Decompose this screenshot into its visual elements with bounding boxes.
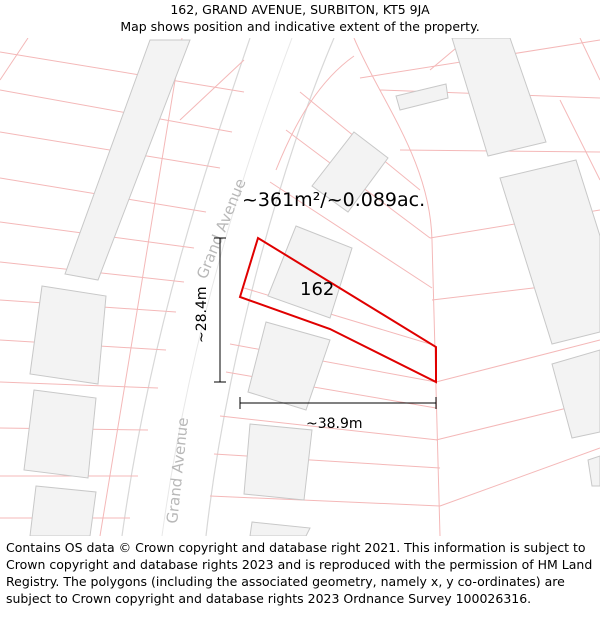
- road-edge-west: [121, 38, 251, 536]
- road-centreline: [161, 38, 293, 536]
- vertical-dimension-label: ~28.4m: [194, 286, 210, 343]
- map-header: 162, GRAND AVENUE, SURBITON, KT5 9JA Map…: [0, 0, 600, 38]
- property-boundary[interactable]: [238, 236, 437, 384]
- grand-avenue-road: [120, 38, 335, 536]
- vertical-dimension: [214, 237, 226, 383]
- plot-number-label: 162: [300, 279, 334, 300]
- horizontal-dimension: [239, 397, 437, 409]
- copyright-notice: Contains OS data © Crown copyright and d…: [6, 540, 593, 606]
- buildings: [23, 38, 600, 536]
- property-address-title: 162, GRAND AVENUE, SURBITON, KT5 9JA: [170, 2, 430, 17]
- road-edge-east: [205, 38, 335, 536]
- horizontal-dimension-label: ~38.9m: [306, 416, 363, 432]
- area-label: ~361m²/~0.089ac.: [242, 189, 425, 211]
- map-canvas: Grand Avenue Grand Avenue ~361m²/~0.089a…: [0, 38, 600, 536]
- map-subtitle: Map shows position and indicative extent…: [120, 19, 480, 34]
- property-map[interactable]: Grand Avenue Grand Avenue ~361m²/~0.089a…: [0, 38, 600, 536]
